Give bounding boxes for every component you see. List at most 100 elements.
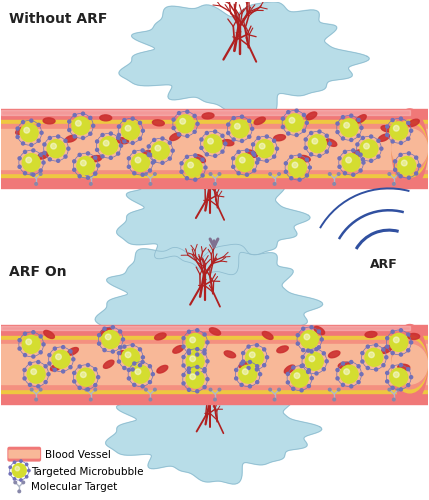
Ellipse shape: [100, 115, 112, 121]
Circle shape: [305, 158, 308, 161]
Circle shape: [200, 146, 203, 150]
Circle shape: [100, 136, 118, 154]
Circle shape: [190, 374, 196, 380]
Circle shape: [214, 130, 217, 133]
Ellipse shape: [381, 346, 392, 354]
Circle shape: [289, 118, 295, 123]
Circle shape: [232, 166, 235, 168]
Circle shape: [153, 160, 156, 163]
Circle shape: [203, 368, 206, 370]
Circle shape: [240, 384, 243, 386]
Circle shape: [9, 466, 12, 468]
Circle shape: [12, 464, 26, 477]
Circle shape: [161, 137, 164, 140]
Circle shape: [16, 136, 19, 138]
Circle shape: [131, 117, 134, 120]
Circle shape: [278, 172, 281, 176]
Ellipse shape: [408, 334, 420, 340]
Circle shape: [30, 119, 33, 122]
Circle shape: [242, 369, 248, 374]
Circle shape: [295, 134, 298, 136]
Circle shape: [118, 352, 121, 354]
Circle shape: [338, 157, 341, 160]
Circle shape: [132, 154, 149, 172]
Circle shape: [178, 112, 181, 114]
Circle shape: [284, 170, 287, 173]
Ellipse shape: [170, 133, 181, 140]
Circle shape: [92, 124, 95, 128]
Circle shape: [337, 172, 340, 176]
Circle shape: [102, 330, 120, 348]
Circle shape: [20, 479, 22, 481]
Circle shape: [375, 368, 378, 371]
Circle shape: [44, 380, 47, 384]
Circle shape: [248, 360, 251, 364]
Circle shape: [187, 367, 190, 370]
Circle shape: [227, 123, 230, 126]
Circle shape: [127, 368, 130, 372]
Circle shape: [57, 160, 60, 162]
Circle shape: [350, 114, 353, 117]
Circle shape: [127, 157, 130, 160]
Ellipse shape: [365, 332, 377, 338]
Circle shape: [344, 150, 347, 154]
Circle shape: [340, 365, 358, 383]
Circle shape: [380, 147, 383, 150]
Circle shape: [296, 334, 299, 336]
Circle shape: [82, 136, 85, 140]
Circle shape: [13, 478, 15, 480]
Circle shape: [20, 460, 22, 462]
Circle shape: [87, 364, 90, 366]
Ellipse shape: [392, 324, 428, 404]
Circle shape: [154, 388, 156, 391]
Circle shape: [123, 366, 126, 370]
Circle shape: [14, 481, 17, 484]
Circle shape: [251, 143, 254, 146]
Ellipse shape: [43, 118, 55, 124]
Circle shape: [203, 333, 206, 336]
Circle shape: [390, 334, 408, 351]
Circle shape: [410, 376, 413, 378]
Circle shape: [139, 348, 142, 351]
Circle shape: [190, 356, 196, 362]
Circle shape: [31, 369, 36, 374]
Circle shape: [248, 135, 251, 138]
Circle shape: [135, 369, 141, 374]
Ellipse shape: [329, 351, 340, 358]
Circle shape: [178, 133, 181, 136]
Circle shape: [248, 120, 251, 122]
Circle shape: [386, 125, 389, 128]
Circle shape: [292, 162, 298, 168]
Circle shape: [28, 362, 31, 365]
Circle shape: [37, 139, 40, 142]
Circle shape: [341, 137, 344, 140]
Circle shape: [341, 116, 344, 118]
Circle shape: [194, 178, 197, 181]
Circle shape: [118, 330, 122, 333]
Circle shape: [256, 161, 259, 164]
Circle shape: [247, 345, 250, 348]
Circle shape: [176, 115, 194, 133]
Ellipse shape: [254, 117, 265, 124]
Ellipse shape: [352, 150, 363, 158]
Circle shape: [394, 168, 397, 172]
Circle shape: [68, 120, 71, 123]
Circle shape: [190, 337, 196, 343]
Ellipse shape: [398, 364, 410, 370]
Circle shape: [304, 146, 307, 150]
Circle shape: [287, 110, 290, 114]
Circle shape: [329, 388, 331, 391]
Circle shape: [188, 162, 193, 168]
Circle shape: [287, 132, 290, 135]
Circle shape: [182, 336, 185, 340]
Circle shape: [305, 122, 308, 124]
Circle shape: [76, 120, 81, 126]
Circle shape: [72, 117, 90, 135]
Circle shape: [393, 372, 399, 378]
Circle shape: [407, 122, 410, 124]
Circle shape: [180, 162, 183, 165]
Circle shape: [408, 176, 411, 179]
Text: Molecular Target: Molecular Target: [31, 482, 118, 492]
Circle shape: [15, 466, 20, 471]
Circle shape: [214, 154, 217, 158]
